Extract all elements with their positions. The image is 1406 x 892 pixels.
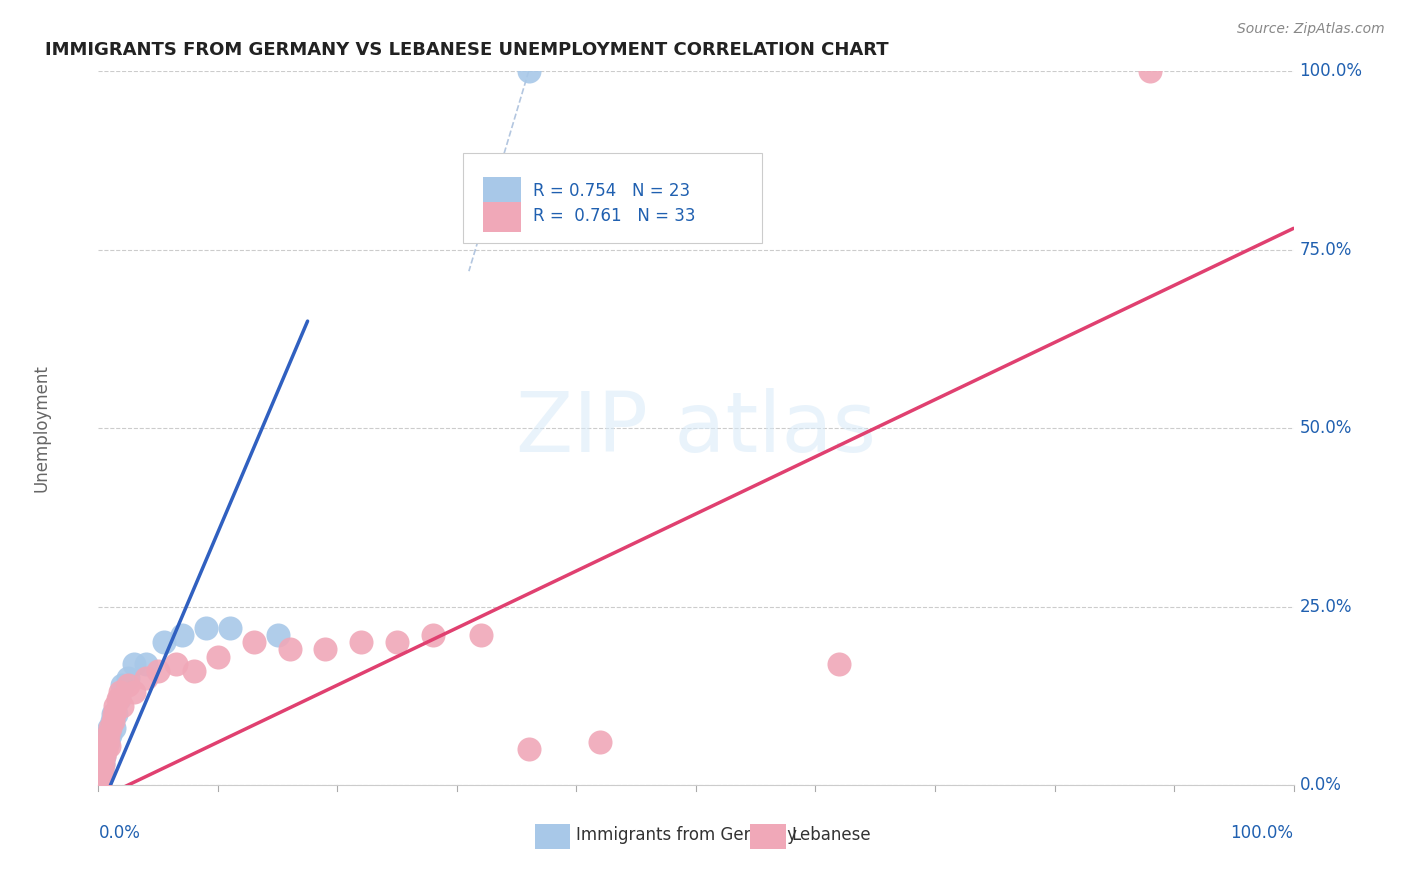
Point: [97, 728, 120, 742]
Text: ZIP atlas: ZIP atlas: [516, 388, 876, 468]
Point: [517, 64, 540, 78]
Point: [107, 692, 129, 706]
Text: Source: ZipAtlas.com: Source: ZipAtlas.com: [1237, 22, 1385, 37]
Point: [828, 657, 851, 671]
Point: [315, 642, 337, 657]
Point: [124, 657, 146, 671]
FancyBboxPatch shape: [463, 153, 762, 243]
Point: [93, 749, 115, 764]
Point: [111, 678, 134, 692]
Point: [267, 628, 290, 642]
Point: [117, 671, 139, 685]
Point: [1139, 64, 1161, 78]
Point: [91, 756, 114, 771]
Bar: [484, 202, 522, 232]
Point: [105, 706, 128, 721]
Point: [100, 714, 122, 728]
Point: [422, 628, 444, 642]
Point: [91, 764, 114, 778]
Bar: [484, 177, 522, 207]
Point: [243, 635, 266, 649]
Text: 0.0%: 0.0%: [1299, 776, 1341, 794]
Point: [111, 699, 134, 714]
Point: [117, 678, 139, 692]
Point: [98, 721, 122, 735]
Point: [94, 739, 117, 753]
Text: 75.0%: 75.0%: [1299, 241, 1353, 259]
Point: [98, 728, 122, 742]
Point: [278, 642, 301, 657]
Point: [135, 671, 157, 685]
Point: [101, 706, 124, 721]
Point: [96, 728, 118, 742]
Point: [93, 749, 115, 764]
Text: R = 0.754   N = 23: R = 0.754 N = 23: [533, 182, 690, 200]
Point: [91, 764, 114, 778]
Point: [89, 774, 111, 789]
Point: [98, 721, 121, 735]
Point: [90, 771, 112, 785]
Point: [97, 735, 120, 749]
Text: Lebanese: Lebanese: [792, 826, 872, 844]
Point: [103, 721, 125, 735]
Point: [104, 699, 127, 714]
Point: [124, 685, 146, 699]
Point: [153, 635, 176, 649]
Point: [98, 739, 121, 753]
Bar: [749, 824, 786, 849]
Text: 25.0%: 25.0%: [1299, 598, 1353, 615]
Point: [91, 756, 114, 771]
Point: [219, 621, 242, 635]
Point: [183, 664, 205, 678]
Point: [108, 685, 131, 699]
Point: [350, 635, 373, 649]
Point: [94, 742, 117, 756]
Point: [385, 635, 409, 649]
Point: [207, 649, 229, 664]
Text: 50.0%: 50.0%: [1299, 419, 1353, 437]
Point: [165, 657, 187, 671]
Text: Unemployment: Unemployment: [32, 364, 51, 492]
Point: [103, 706, 125, 721]
Point: [148, 664, 170, 678]
Text: 100.0%: 100.0%: [1230, 824, 1294, 842]
Point: [90, 771, 112, 785]
Text: Immigrants from Germany: Immigrants from Germany: [576, 826, 797, 844]
Point: [96, 735, 118, 749]
Point: [589, 735, 612, 749]
Point: [195, 621, 218, 635]
Point: [517, 742, 540, 756]
Text: 0.0%: 0.0%: [98, 824, 141, 842]
Point: [107, 692, 129, 706]
Point: [172, 628, 194, 642]
Text: 100.0%: 100.0%: [1299, 62, 1362, 80]
Text: IMMIGRANTS FROM GERMANY VS LEBANESE UNEMPLOYMENT CORRELATION CHART: IMMIGRANTS FROM GERMANY VS LEBANESE UNEM…: [45, 41, 889, 59]
Point: [101, 714, 124, 728]
Point: [470, 628, 492, 642]
Text: R =  0.761   N = 33: R = 0.761 N = 33: [533, 207, 696, 225]
Point: [135, 657, 157, 671]
Bar: [534, 824, 571, 849]
